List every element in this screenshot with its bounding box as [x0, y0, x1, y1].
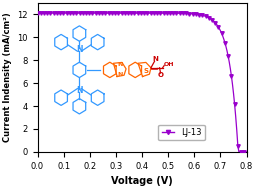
Legend: LJ-13: LJ-13 — [158, 125, 205, 140]
X-axis label: Voltage (V): Voltage (V) — [111, 176, 173, 186]
Y-axis label: Current Indensity (mA/cm²): Current Indensity (mA/cm²) — [3, 12, 12, 142]
